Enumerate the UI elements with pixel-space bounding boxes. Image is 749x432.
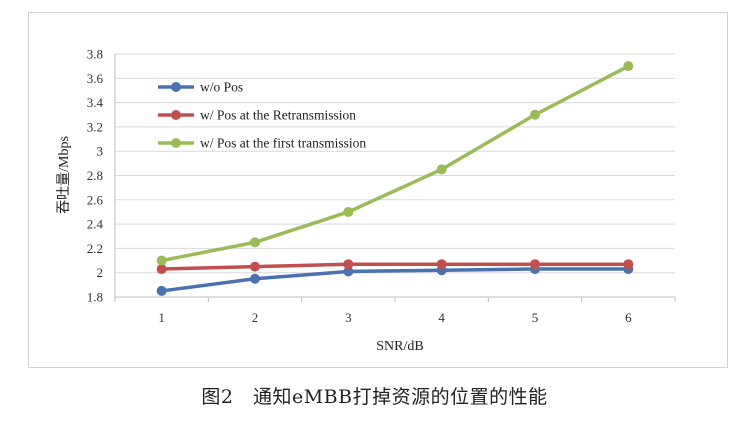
data-point [156, 255, 167, 266]
y-tick-label: 3.6 [87, 71, 104, 86]
figure-caption: 图2 通知eMBB打掉资源的位置的性能 [201, 386, 548, 408]
y-tick-label: 2.8 [87, 168, 103, 183]
gridlines [115, 53, 675, 298]
y-tick-label: 3 [97, 144, 104, 159]
x-tick-label: 3 [345, 310, 352, 325]
y-tick-label: 2 [97, 265, 104, 280]
data-point [156, 264, 167, 275]
y-tick-label: 2.2 [87, 241, 103, 256]
x-tick-label: 2 [252, 310, 259, 325]
data-point [623, 259, 634, 270]
y-tick-label: 2.4 [87, 217, 104, 232]
series-line-1 [159, 267, 631, 293]
line-chart: 1.8 2 2.2 2.4 2.6 2.8 3 3.2 3.4 3.6 3.8 1 2 3 4 5 6 w/o … [56, 47, 676, 354]
y-tick-label: 2.6 [87, 192, 104, 207]
legend-label: w/o Pos [200, 80, 243, 95]
x-tick-label: 1 [158, 310, 165, 325]
x-axis-title: SNR/dB [376, 339, 423, 354]
data-point [343, 259, 354, 270]
series-line-3 [159, 64, 631, 263]
x-tick-label: 4 [438, 310, 445, 325]
legend: w/o Pos w/ Pos at the Retransmission w/ Po… [158, 80, 366, 151]
data-point [530, 109, 540, 120]
legend-swatch-marker [171, 82, 181, 92]
data-point [343, 266, 354, 277]
data-point [250, 273, 260, 284]
data-point [530, 259, 540, 270]
y-tick-label: 3.2 [87, 119, 103, 134]
axes: 1.8 2 2.2 2.4 2.6 2.8 3 3.2 3.4 3.6 3.8 1 2 3 4 5 6 [87, 47, 676, 325]
legend-label: w/ Pos at the first transmission [200, 136, 366, 151]
y-axis-title: 吞吐量/Mbps [56, 136, 72, 214]
legend-swatch-marker [171, 138, 181, 148]
x-tick-label: 5 [532, 310, 539, 325]
legend-swatch-marker [171, 110, 181, 120]
data-point [156, 285, 167, 296]
y-tick-label: 1.8 [87, 290, 103, 305]
series-lines [156, 61, 634, 296]
data-point [436, 259, 447, 270]
y-tick-label: 3.8 [87, 47, 103, 62]
legend-label: w/ Pos at the Retransmission [200, 108, 356, 123]
figure-frame [28, 12, 728, 368]
data-point [436, 164, 447, 175]
data-point [250, 237, 260, 248]
data-point [250, 261, 260, 272]
x-tick-label: 6 [625, 310, 632, 325]
series-line-2 [159, 262, 631, 271]
data-point [343, 206, 354, 217]
data-point [623, 61, 634, 72]
y-tick-label: 3.4 [87, 95, 104, 110]
